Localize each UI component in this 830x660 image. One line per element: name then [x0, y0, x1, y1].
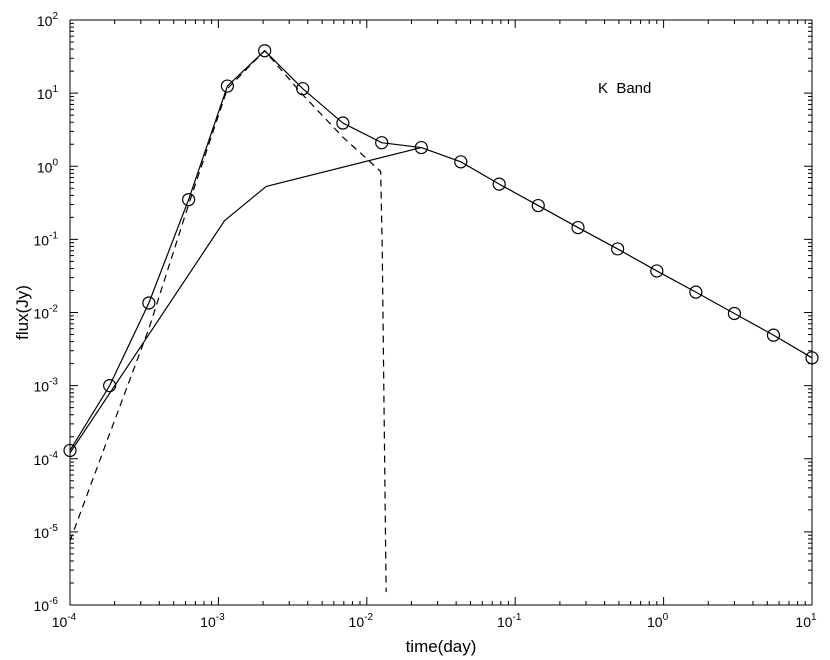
- y-tick-label-exponent: 2: [52, 11, 58, 22]
- series-0-point: [571, 220, 585, 235]
- series-0-point: [182, 192, 196, 207]
- x-tick-label-exponent: 0: [663, 612, 669, 623]
- x-tick-label-exponent: -4: [67, 612, 76, 623]
- y-tick-label-exponent: -3: [49, 377, 58, 388]
- y-tick-label-base: 10: [37, 86, 53, 102]
- y-tick-label-exponent: -1: [49, 230, 58, 241]
- series-1-line: [69, 49, 387, 593]
- y-tick-label: 10-6: [34, 596, 59, 614]
- series-0-point: [727, 306, 742, 321]
- series-0-point: [531, 198, 545, 213]
- y-tick-label-exponent: -6: [49, 596, 58, 607]
- series-0-point: [611, 242, 625, 256]
- y-tick-label: 10-4: [34, 450, 59, 468]
- x-tick-label-exponent: -1: [513, 612, 522, 623]
- x-tick-label-base: 10: [349, 614, 365, 630]
- series-2-line: [69, 146, 422, 454]
- x-tick-label: 10-1: [497, 612, 522, 630]
- y-tick-label: 10-3: [34, 377, 59, 395]
- y-tick-label: 102: [37, 11, 59, 29]
- x-tick-label-base: 10: [795, 614, 811, 630]
- y-tick-label: 10-5: [34, 523, 59, 541]
- series-0-point: [454, 155, 468, 169]
- y-tick-label-base: 10: [34, 598, 50, 614]
- y-tick-label-exponent: -5: [49, 523, 58, 534]
- series-0-point: [492, 177, 506, 191]
- y-tick-label-exponent: 1: [52, 84, 58, 95]
- y-axis-label: flux(Jy): [13, 285, 32, 340]
- y-tick-label-base: 10: [34, 525, 50, 541]
- y-tick-label-base: 10: [34, 379, 50, 395]
- series-0-line: [69, 49, 813, 451]
- x-tick-label-base: 10: [200, 614, 216, 630]
- series-0-point: [258, 44, 272, 58]
- y-tick-label-exponent: -2: [49, 304, 58, 315]
- y-tick-label-exponent: 0: [52, 157, 58, 168]
- x-tick-label-base: 10: [647, 614, 663, 630]
- series-0-point: [766, 328, 781, 342]
- x-tick-label-base: 10: [52, 614, 68, 630]
- x-tick-label-base: 10: [497, 614, 513, 630]
- y-tick-label-base: 10: [37, 159, 53, 175]
- plot-layer: [63, 44, 819, 593]
- y-tick-label: 10-2: [34, 304, 59, 322]
- x-tick-label: 10-4: [52, 612, 77, 630]
- y-tick-label: 101: [37, 84, 59, 102]
- x-axis-label: time(day): [406, 637, 477, 656]
- x-tick-label: 10-3: [200, 612, 225, 630]
- y-tick-label: 100: [37, 157, 59, 175]
- series-0-point: [414, 140, 428, 155]
- series-0-point: [375, 136, 389, 150]
- series-0-point: [103, 379, 117, 393]
- series-0-point: [689, 285, 703, 299]
- series-0-point: [220, 79, 235, 93]
- y-tick-label-base: 10: [34, 232, 50, 248]
- x-tick-label: 100: [647, 612, 669, 630]
- y-tick-label-base: 10: [34, 306, 50, 322]
- x-tick-label-exponent: -2: [364, 612, 373, 623]
- tick-layer: 10-4 10-3 10-2 10-1 100 10110-610-510-410-310…: [34, 11, 817, 630]
- y-tick-label-base: 10: [37, 13, 53, 29]
- series-0-point: [142, 296, 156, 310]
- x-tick-label: 101: [795, 612, 817, 630]
- series-0-point: [336, 116, 350, 130]
- x-tick-label-exponent: 1: [811, 612, 817, 623]
- y-tick-label: 10-1: [34, 230, 59, 248]
- series-0-point: [650, 264, 664, 278]
- x-tick-label-exponent: -3: [216, 612, 225, 623]
- band-annotation: K Band: [598, 80, 651, 97]
- y-tick-label-exponent: -4: [49, 450, 58, 461]
- x-tick-label: 10-2: [349, 612, 374, 630]
- y-tick-label-base: 10: [34, 452, 50, 468]
